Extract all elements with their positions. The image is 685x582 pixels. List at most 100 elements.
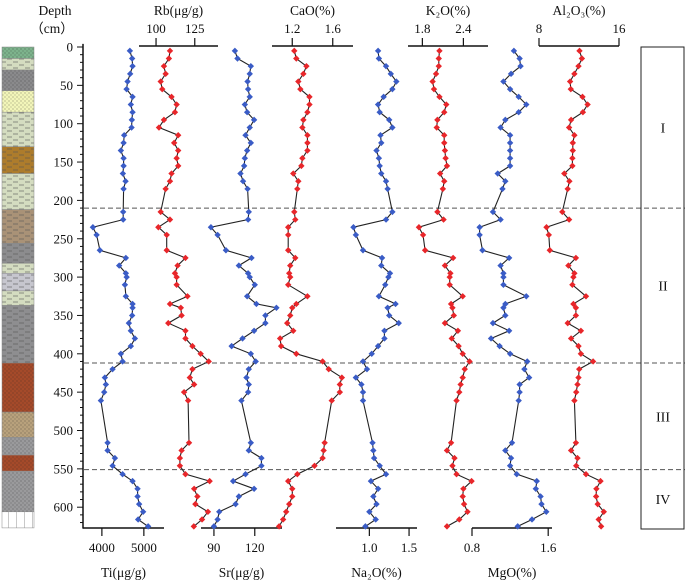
- data-point: [173, 101, 180, 108]
- data-point: [384, 304, 391, 311]
- axis-1: 100 125 Rb(μg/g): [139, 3, 218, 47]
- zone-label: III: [656, 410, 670, 425]
- data-point: [123, 273, 130, 281]
- data-point: [506, 85, 514, 93]
- data-point: [297, 85, 304, 93]
- data-point: [516, 381, 523, 388]
- data-point: [244, 185, 251, 193]
- depth-tick-label: 250: [54, 231, 74, 246]
- data-point: [507, 454, 515, 462]
- data-point: [135, 500, 143, 508]
- data-point: [173, 273, 180, 281]
- data-point: [464, 508, 471, 516]
- data-point: [502, 312, 509, 319]
- data-point: [109, 462, 116, 469]
- data-point: [515, 397, 522, 404]
- data-point: [222, 247, 230, 254]
- data-point: [206, 477, 213, 485]
- series-line: [545, 50, 605, 527]
- lithology-layer-pattern: [2, 146, 34, 174]
- data-point: [182, 335, 189, 342]
- data-point: [572, 439, 580, 446]
- zone-label: IV: [656, 493, 671, 508]
- series-line: [278, 50, 343, 527]
- data-point: [373, 500, 380, 508]
- data-point: [123, 85, 130, 93]
- data-point: [237, 170, 244, 177]
- data-point: [543, 224, 550, 231]
- data-point: [372, 516, 379, 523]
- data-point: [180, 388, 188, 396]
- data-point: [506, 350, 514, 357]
- data-point: [461, 365, 468, 373]
- data-point: [497, 124, 504, 131]
- data-point: [524, 358, 531, 365]
- data-point: [186, 374, 194, 381]
- data-point: [245, 365, 252, 373]
- data-point: [293, 300, 300, 308]
- data-point: [376, 462, 383, 469]
- depth-tick-label: 550: [54, 461, 74, 476]
- depth-axis-unit: （cm）: [30, 21, 74, 36]
- data-point: [381, 335, 388, 342]
- data-point: [500, 78, 507, 85]
- data-point: [198, 516, 206, 523]
- data-point: [502, 178, 509, 185]
- data-point: [250, 116, 258, 124]
- data-point: [177, 304, 185, 311]
- data-point: [570, 273, 577, 281]
- data-point: [250, 327, 258, 334]
- data-point: [382, 471, 390, 478]
- data-point: [190, 523, 198, 530]
- data-point: [441, 319, 449, 327]
- data-point: [569, 281, 576, 288]
- data-point: [582, 293, 590, 300]
- data-point: [569, 147, 576, 154]
- axis-3: 1.2 1.6 CaO(%): [272, 3, 353, 47]
- data-point: [443, 523, 451, 530]
- depth-tick-label: 200: [54, 193, 74, 208]
- data-point: [453, 397, 460, 404]
- axis-title: MgO(%): [488, 565, 537, 580]
- data-point: [579, 108, 587, 116]
- data-point: [258, 454, 265, 462]
- data-point: [508, 439, 516, 446]
- axis-2: 90 120 Sr(μg/g): [201, 527, 282, 580]
- data-point: [173, 155, 180, 162]
- series-plots: [89, 47, 607, 530]
- data-point: [453, 471, 460, 478]
- data-point: [157, 78, 164, 85]
- data-point: [298, 162, 305, 170]
- data-point: [243, 293, 251, 300]
- data-point: [572, 254, 580, 262]
- data-point: [459, 374, 466, 381]
- data-point: [487, 335, 495, 342]
- data-point: [291, 208, 298, 216]
- data-point: [290, 170, 297, 177]
- data-point: [129, 62, 136, 70]
- data-point: [239, 335, 246, 342]
- data-point: [321, 439, 328, 446]
- data-point: [375, 155, 383, 162]
- data-point: [117, 147, 125, 154]
- data-point: [569, 139, 576, 147]
- lithology-layer-border: [1, 511, 35, 529]
- data-point: [571, 397, 578, 404]
- data-point: [369, 439, 376, 446]
- data-point: [579, 93, 586, 101]
- axis-tick-label: 1.5: [401, 540, 417, 555]
- data-point: [373, 147, 380, 154]
- axis-tick-label: 90: [207, 540, 220, 555]
- data-point: [240, 162, 248, 170]
- axis-tick-label: 1.0: [361, 540, 377, 555]
- data-point: [382, 281, 389, 288]
- data-point: [319, 454, 326, 462]
- data-point: [574, 454, 581, 462]
- series-axes: 4000 5000 Ti(μg/g) 100 125 Rb(μg/g) 90 120 Sr(μg…: [83, 3, 626, 580]
- data-point: [119, 358, 126, 365]
- data-point: [134, 493, 141, 500]
- data-point: [386, 116, 393, 124]
- data-point: [246, 124, 253, 131]
- data-point: [506, 139, 514, 147]
